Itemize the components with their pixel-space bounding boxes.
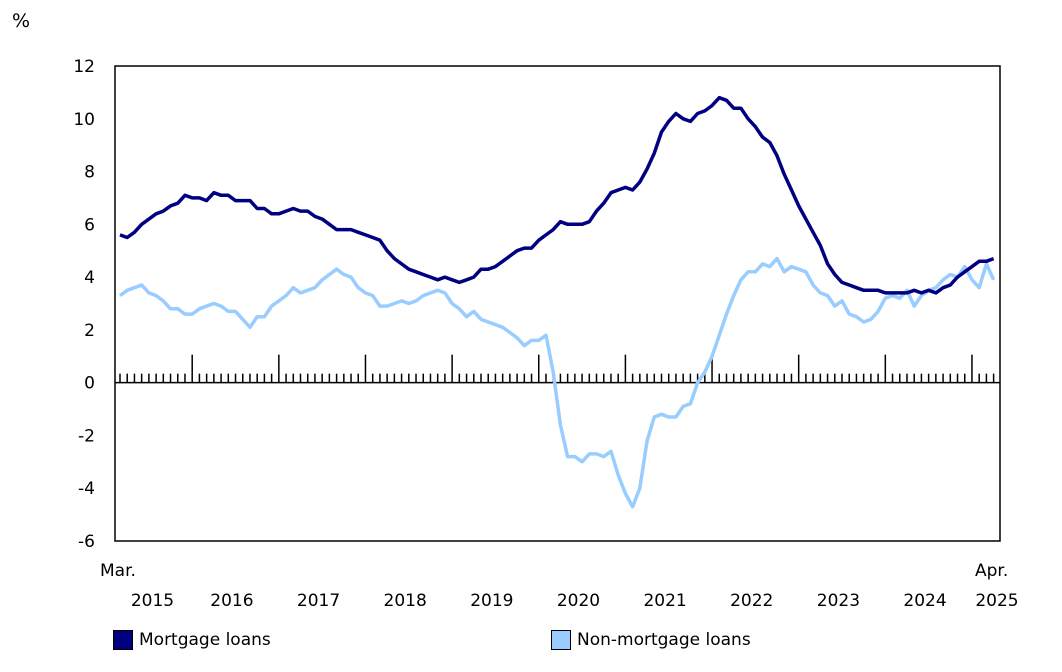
x-year-label: 2025 [975,591,1018,611]
x-year-label: 2015 [131,591,174,611]
legend-swatch-mortgage [113,630,133,650]
y-tick-label: 10 [73,110,95,130]
x-year-label: 2016 [210,591,253,611]
legend-mortgage: Mortgage loans [113,630,271,650]
legend-label-non-mortgage: Non-mortgage loans [577,630,751,650]
y-axis-unit-label: % [12,10,30,32]
legend-non-mortgage: Non-mortgage loans [551,630,751,650]
y-tick-label: 4 [84,268,95,288]
x-year-label: 2023 [817,591,860,611]
x-end-month-label: Apr. [975,561,1008,581]
legend-label-mortgage: Mortgage loans [139,630,271,650]
y-tick-label: 8 [84,163,95,183]
x-year-label: 2018 [384,591,427,611]
x-year-label: 2020 [557,591,600,611]
series-line-non-mortgage-loans [118,256,996,509]
x-year-label: 2024 [903,591,946,611]
x-start-month-label: Mar. [100,561,136,581]
y-tick-label: -2 [78,426,95,446]
y-tick-label: -6 [78,532,95,552]
y-tick-label: 0 [84,374,95,394]
y-tick-label: 2 [84,321,95,341]
y-tick-label: 12 [73,57,95,77]
legend-swatch-non-mortgage [551,630,571,650]
x-year-label: 2017 [297,591,340,611]
x-year-label: 2022 [730,591,773,611]
y-tick-label: -4 [78,479,95,499]
x-year-label: 2021 [643,591,686,611]
series-line-mortgage-loans [119,95,995,295]
y-tick-label: 6 [84,215,95,235]
x-year-label: 2019 [470,591,513,611]
plot-frame [114,65,1001,542]
